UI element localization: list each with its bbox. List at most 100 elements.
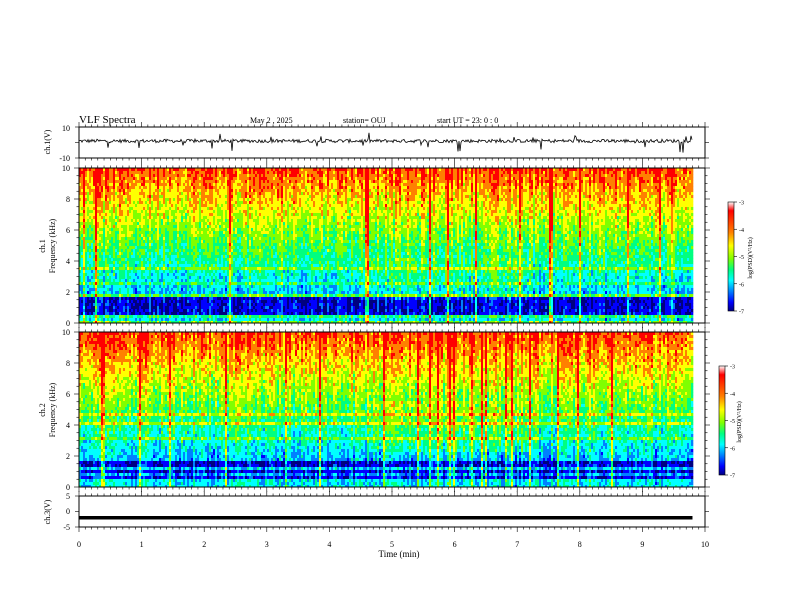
spectro-cell — [155, 222, 158, 226]
spectro-cell — [181, 258, 184, 262]
spectro-cell — [137, 306, 140, 310]
spectro-cell — [109, 228, 112, 232]
spectro-cell — [203, 300, 206, 304]
spectro-cell — [91, 174, 94, 178]
spectro-cell — [83, 273, 86, 277]
spectro-cell — [161, 252, 164, 256]
spectro-cell — [223, 237, 226, 241]
spectro-cell — [237, 240, 240, 244]
spectro-cell — [167, 243, 170, 247]
spectro-cell — [223, 288, 226, 292]
spectro-cell — [113, 198, 116, 202]
spectro-cell — [125, 228, 128, 232]
spectro-cell — [179, 255, 182, 259]
spectro-cell — [231, 300, 234, 304]
spectro-cell — [139, 261, 142, 265]
spectro-cell — [259, 180, 262, 184]
spectro-cell — [171, 318, 174, 322]
spectro-cell — [251, 177, 254, 181]
spectro-cell — [95, 216, 98, 220]
spectro-cell — [219, 270, 222, 274]
spectro-cell — [215, 186, 218, 190]
spectro-cell — [213, 183, 216, 187]
spectro-cell — [157, 204, 160, 208]
spectro-cell — [167, 210, 170, 214]
spectro-cell — [171, 177, 174, 181]
spectro-cell — [141, 315, 144, 319]
spectro-cell — [193, 255, 196, 259]
spectro-cell — [153, 234, 156, 238]
spectro-cell — [163, 279, 166, 283]
spectro-cell — [243, 177, 246, 181]
spectro-cell — [141, 249, 144, 253]
spectro-cell — [219, 318, 222, 322]
spectro-cell — [233, 189, 236, 193]
spectro-cell — [243, 231, 246, 235]
spectro-cell — [249, 291, 252, 295]
spectro-cell — [97, 261, 100, 265]
spectro-cell — [253, 300, 256, 304]
spectro-cell — [87, 276, 90, 280]
spectro-cell — [209, 246, 212, 250]
spectro-cell — [79, 177, 82, 181]
spectro-cell — [247, 240, 250, 244]
spectro-cell — [139, 297, 142, 301]
spectro-cell — [125, 213, 128, 217]
spectro-cell — [167, 219, 170, 223]
spectro-cell — [103, 321, 106, 323]
spectro-cell — [129, 258, 132, 262]
spectro-cell — [257, 288, 260, 292]
spectro-cell — [137, 252, 140, 256]
spectro-cell — [227, 255, 230, 259]
spectro-cell — [129, 216, 132, 220]
spectro-cell — [221, 183, 224, 187]
spectro-cell — [159, 240, 162, 244]
spectro-cell — [227, 258, 230, 262]
spectro-cell — [151, 264, 154, 268]
spectro-cell — [151, 234, 154, 238]
spectro-cell — [113, 252, 116, 256]
spectro-cell — [149, 201, 152, 205]
spectro-cell — [237, 231, 240, 235]
spectro-cell — [171, 171, 174, 175]
spectro-cell — [175, 315, 178, 319]
spectro-cell — [111, 276, 114, 280]
spectro-cell — [85, 306, 88, 310]
spectro-cell — [129, 303, 132, 307]
spectro-cell — [167, 237, 170, 241]
spectro-cell — [131, 180, 134, 184]
spectro-cell — [191, 201, 194, 205]
spectro-cell — [107, 171, 110, 175]
spectro-cell — [203, 207, 206, 211]
spectro-cell — [129, 282, 132, 286]
spectro-cell — [79, 255, 82, 259]
spectro-cell — [199, 228, 202, 232]
spectro-cell — [103, 300, 106, 304]
spectro-cell — [135, 225, 138, 229]
spectro-cell — [187, 183, 190, 187]
spectro-cell — [241, 222, 244, 226]
spectro-cell — [163, 261, 166, 265]
spectro-cell — [121, 291, 124, 295]
spectro-cell — [83, 213, 86, 217]
spectro-cell — [165, 198, 168, 202]
spectro-cell — [183, 237, 186, 241]
spectro-cell — [151, 282, 154, 286]
spectro-cell — [147, 174, 150, 178]
spectro-cell — [241, 237, 244, 241]
spectro-cell — [101, 276, 104, 280]
spectro-cell — [237, 210, 240, 214]
spectro-cell — [243, 276, 246, 280]
spectro-cell — [257, 219, 260, 223]
spectro-cell — [199, 213, 202, 217]
spectro-cell — [249, 198, 252, 202]
spectro-cell — [255, 252, 258, 256]
spectro-cell — [121, 306, 124, 310]
spectro-cell — [101, 225, 104, 229]
spectro-cell — [251, 276, 254, 280]
spectro-cell — [85, 192, 88, 196]
spectro-cell — [243, 270, 246, 274]
spectro-cell — [137, 228, 140, 232]
spectro-cell — [95, 186, 98, 190]
spectro-cell — [97, 264, 100, 268]
